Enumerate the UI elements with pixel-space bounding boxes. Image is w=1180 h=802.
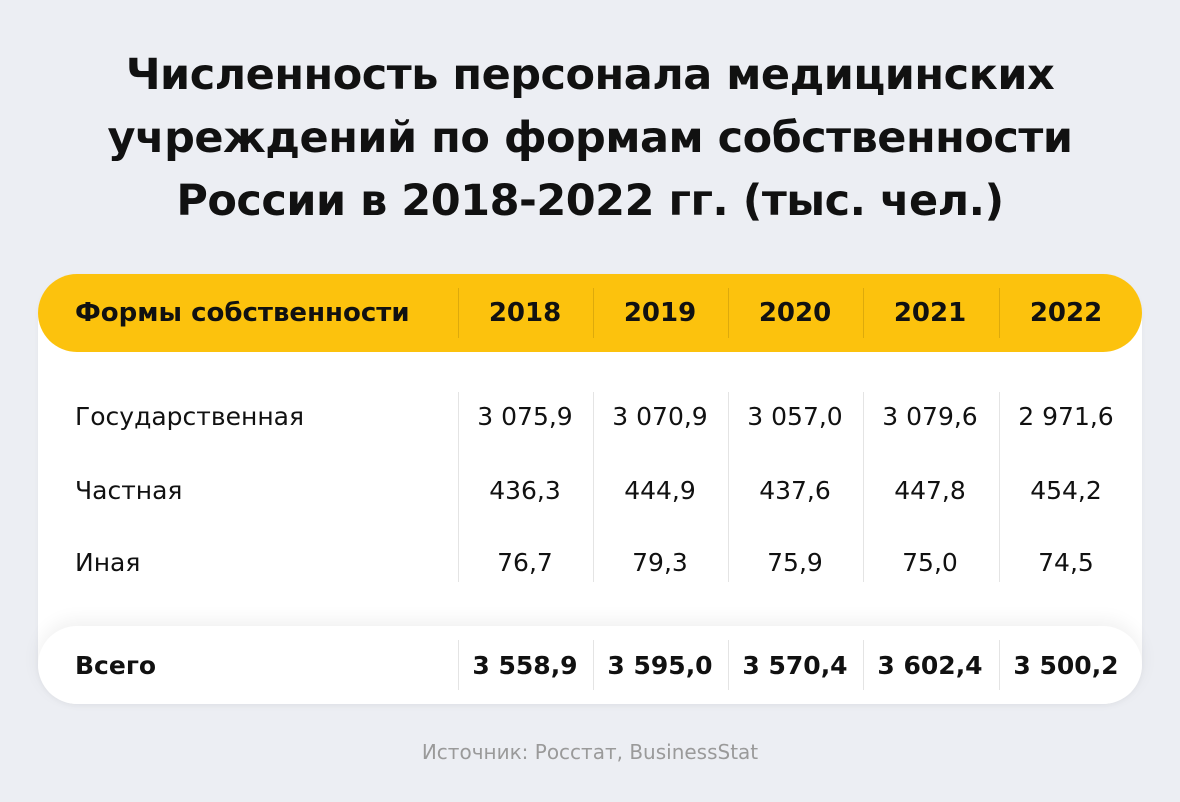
total-divider	[458, 640, 459, 690]
total-value: 3 595,0	[607, 650, 713, 680]
cell-value: 75,0	[902, 547, 958, 577]
total-value: 3 570,4	[742, 650, 848, 680]
total-divider	[593, 640, 594, 690]
header-year: 2019	[623, 298, 697, 328]
data-table: Формы собственности 2018 2019 2020 2021 …	[38, 274, 1142, 704]
header-year: 2020	[758, 298, 832, 328]
column-divider	[458, 392, 459, 582]
total-divider	[863, 640, 864, 690]
column-divider	[728, 392, 729, 582]
title-line-3: России в 2018-2022 гг. (тыс. чел.)	[176, 176, 1004, 226]
total-divider	[728, 640, 729, 690]
cell-value: 3 079,6	[882, 401, 978, 431]
total-value: 3 602,4	[877, 650, 983, 680]
header-divider	[863, 288, 864, 338]
total-row: Всего 3 558,9 3 595,0 3 570,4 3 602,4 3 …	[38, 626, 1142, 704]
chart-title: Численность персонала медицинских учрежд…	[0, 44, 1180, 233]
cell-value: 437,6	[759, 475, 831, 505]
cell-value: 3 057,0	[747, 401, 843, 431]
cell-value: 444,9	[624, 475, 696, 505]
cell-value: 76,7	[497, 547, 553, 577]
column-divider	[593, 392, 594, 582]
column-divider	[863, 392, 864, 582]
cell-value: 436,3	[489, 475, 561, 505]
total-divider	[999, 640, 1000, 690]
header-year: 2018	[488, 298, 562, 328]
total-value: 3 500,2	[1013, 650, 1119, 680]
cell-value: 75,9	[767, 547, 823, 577]
title-line-1: Численность персонала медицинских	[125, 50, 1055, 100]
row-label: Частная	[75, 475, 183, 505]
header-divider	[458, 288, 459, 338]
cell-value: 3 070,9	[612, 401, 708, 431]
header-divider	[593, 288, 594, 338]
column-divider	[999, 392, 1000, 582]
cell-value: 454,2	[1030, 475, 1102, 505]
cell-value: 2 971,6	[1018, 401, 1114, 431]
header-divider	[728, 288, 729, 338]
row-label: Государственная	[75, 401, 305, 431]
cell-value: 3 075,9	[477, 401, 573, 431]
cell-value: 74,5	[1038, 547, 1094, 577]
row-label: Иная	[75, 547, 141, 577]
title-line-2: учреждений по формам собственности	[107, 113, 1073, 163]
cell-value: 447,8	[894, 475, 966, 505]
header-label: Формы собственности	[75, 298, 410, 328]
total-value: 3 558,9	[472, 650, 578, 680]
cell-value: 79,3	[632, 547, 688, 577]
table-header: Формы собственности 2018 2019 2020 2021 …	[38, 274, 1142, 352]
header-year: 2022	[1029, 298, 1103, 328]
source-note: Источник: Росстат, BusinessStat	[421, 740, 759, 764]
total-label: Всего	[75, 650, 157, 680]
header-year: 2021	[893, 298, 967, 328]
header-divider	[999, 288, 1000, 338]
